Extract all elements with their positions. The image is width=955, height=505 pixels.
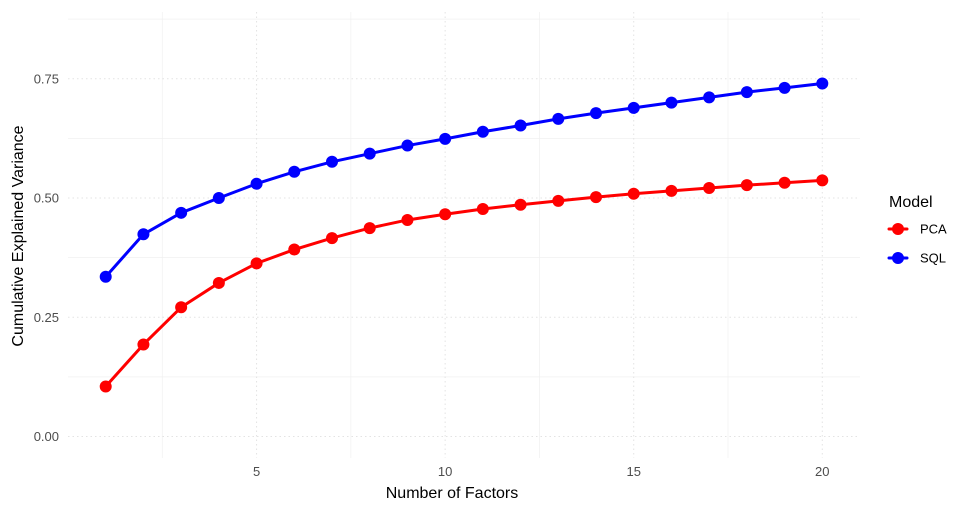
pca-data-point xyxy=(703,182,716,195)
legend: Model PCA SQL xyxy=(887,194,947,266)
sql-data-point xyxy=(514,119,527,132)
pca-data-point xyxy=(514,198,527,211)
pca-data-point xyxy=(816,174,829,187)
legend-key-point xyxy=(892,223,904,235)
pca-data-point xyxy=(439,208,452,221)
y-tick-label: 0.25 xyxy=(34,310,59,325)
sql-data-point xyxy=(627,101,640,114)
x-tick-label: 15 xyxy=(626,464,640,479)
x-axis-title: Number of Factors xyxy=(386,485,518,502)
sql-data-point xyxy=(552,112,565,125)
sql-data-point xyxy=(590,107,602,120)
axis-layer: 0.00 0.25 0.50 0.75 5 10 15 20 xyxy=(34,71,830,479)
legend-items: PCA SQL xyxy=(887,222,947,266)
pca-data-point xyxy=(590,191,602,204)
x-tick-label: 10 xyxy=(438,464,452,479)
sql-data-point xyxy=(665,96,678,109)
series-layer xyxy=(99,77,829,393)
sql-data-point xyxy=(439,132,452,145)
legend-key-point xyxy=(892,252,904,264)
pca-data-point xyxy=(665,184,678,197)
sql-data-point xyxy=(250,177,263,190)
x-tick-label: 20 xyxy=(815,464,829,479)
pca-data-point xyxy=(627,187,640,200)
pca-data-point xyxy=(740,179,753,192)
sql-data-point xyxy=(401,139,414,152)
pca-series-line xyxy=(104,178,824,388)
pca-data-point xyxy=(99,380,112,393)
sql-data-point xyxy=(212,192,225,205)
x-tick-label: 5 xyxy=(253,464,260,479)
pca-data-point xyxy=(401,213,414,226)
legend-title: Model xyxy=(889,194,933,211)
pca-data-point xyxy=(212,276,225,289)
sql-data-point xyxy=(326,155,338,168)
pca-data-point xyxy=(137,338,150,351)
sql-data-point xyxy=(137,228,150,241)
y-tick-label: 0.50 xyxy=(34,191,59,206)
pca-data-point xyxy=(250,257,263,270)
y-axis-title: Cumulative Explained Variance xyxy=(10,125,27,346)
sql-data-point xyxy=(816,77,829,90)
pca-data-point xyxy=(363,222,376,235)
pca-data-point xyxy=(552,194,565,207)
sql-data-point xyxy=(363,147,376,160)
sql-data-point xyxy=(740,86,753,99)
legend-item-sql: SQL xyxy=(887,251,946,266)
sql-series-line xyxy=(104,82,824,279)
sql-data-point xyxy=(288,165,301,178)
pca-data-point xyxy=(288,243,301,256)
legend-item-pca: PCA xyxy=(887,222,947,237)
sql-data-point xyxy=(476,125,489,138)
y-tick-label: 0.75 xyxy=(34,71,59,86)
sql-data-point xyxy=(175,206,188,219)
pca-data-point xyxy=(778,176,791,189)
sql-data-point xyxy=(778,81,791,94)
sql-data-point xyxy=(99,270,112,283)
legend-label: SQL xyxy=(920,251,946,266)
pca-data-point xyxy=(175,301,188,314)
pca-data-point xyxy=(326,232,338,245)
sql-data-point xyxy=(703,91,716,104)
grid-layer xyxy=(68,12,860,458)
y-tick-label: 0.00 xyxy=(34,429,59,444)
legend-label: PCA xyxy=(920,222,947,237)
pca-data-point xyxy=(476,203,489,216)
